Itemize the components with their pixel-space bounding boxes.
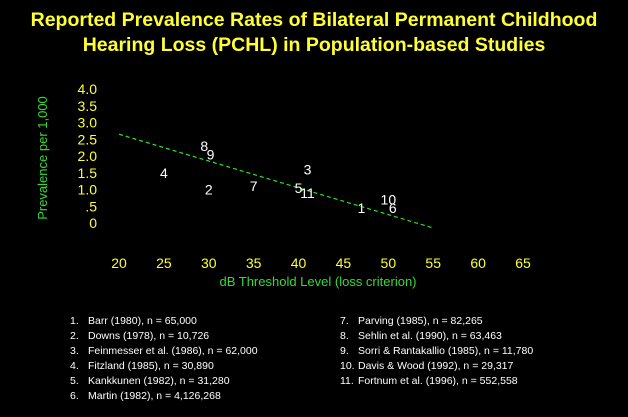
reference-number: 4. bbox=[70, 360, 79, 372]
x-tick-label: 20 bbox=[111, 255, 127, 271]
y-axis-label: Prevalence per 1,000 bbox=[35, 96, 50, 220]
data-point-6: 6 bbox=[389, 200, 397, 216]
reference-item: 7. Parving (1985), n = 82,265 bbox=[340, 314, 533, 329]
y-tick-label: 1.5 bbox=[78, 165, 98, 181]
reference-number: 7. bbox=[340, 315, 349, 327]
reference-item: 11. Fortnum et al. (1996), n = 552,558 bbox=[340, 374, 533, 389]
reference-number: 5. bbox=[70, 375, 79, 387]
reference-text: Fitzland (1985), n = 30,890 bbox=[88, 360, 214, 372]
reference-text: Fortnum et al. (1996), n = 552,558 bbox=[358, 375, 518, 387]
y-tick-label: 3.5 bbox=[78, 98, 98, 114]
reference-text: Feinmesser et al. (1986), n = 62,000 bbox=[88, 345, 258, 357]
data-point-11: 11 bbox=[300, 185, 315, 201]
reference-item: 10. Davis & Wood (1992), n = 29,317 bbox=[340, 359, 533, 374]
reference-item: 1. Barr (1980), n = 65,000 bbox=[70, 314, 258, 329]
reference-item: 2. Downs (1978), n = 10,726 bbox=[70, 329, 258, 344]
reference-number: 9. bbox=[340, 345, 349, 357]
y-tick-label: .5 bbox=[85, 198, 97, 214]
y-tick-label: 1.0 bbox=[78, 182, 98, 198]
reference-item: 8. Sehlin et al. (1990), n = 63,463 bbox=[340, 329, 533, 344]
y-tick-label: 2.5 bbox=[78, 131, 98, 147]
reference-text: Barr (1980), n = 65,000 bbox=[88, 315, 197, 327]
reference-text: Martin (1982), n = 4,126,268 bbox=[88, 390, 221, 402]
x-tick-label: 30 bbox=[201, 255, 217, 271]
data-point-9: 9 bbox=[207, 146, 215, 162]
data-point-5: 5 bbox=[295, 180, 303, 196]
x-tick-label: 65 bbox=[515, 255, 531, 271]
reference-number: 8. bbox=[340, 330, 349, 342]
reference-number: 11. bbox=[340, 375, 354, 387]
x-tick-label: 40 bbox=[291, 255, 307, 271]
reference-text: Sehlin et al. (1990), n = 63,463 bbox=[358, 330, 502, 342]
reference-text: Parving (1985), n = 82,265 bbox=[358, 315, 483, 327]
x-tick-label: 45 bbox=[336, 255, 352, 271]
reference-number: 3. bbox=[70, 345, 79, 357]
trend-line bbox=[118, 133, 434, 229]
data-point-3: 3 bbox=[304, 161, 312, 177]
reference-list-left: 1. Barr (1980), n = 65,000 2. Downs (1978),… bbox=[70, 314, 258, 404]
reference-item: 9. Sorri & Rantakallio (1985), n = 11,780 bbox=[340, 344, 533, 359]
x-tick-label: 55 bbox=[425, 255, 441, 271]
reference-text: Downs (1978), n = 10,726 bbox=[88, 330, 210, 342]
data-point-8: 8 bbox=[200, 138, 208, 154]
chart-title-line-2: Hearing Loss (PCHL) in Population-based … bbox=[82, 34, 546, 56]
reference-text: Sorri & Rantakallio (1985), n = 11,780 bbox=[358, 345, 534, 357]
y-tick-label: 4.0 bbox=[78, 81, 98, 97]
x-tick-label: 50 bbox=[381, 255, 397, 271]
reference-item: 3. Feinmesser et al. (1986), n = 62,000 bbox=[70, 344, 258, 359]
chart-title: Reported Prevalence Rates of Bilateral P… bbox=[0, 8, 628, 58]
y-tick-label: 2.0 bbox=[78, 148, 98, 164]
data-point-7: 7 bbox=[250, 178, 258, 194]
x-tick-label: 25 bbox=[156, 255, 172, 271]
reference-item: 5. Kankkunen (1982), n = 31,280 bbox=[70, 374, 258, 389]
data-point-10: 10 bbox=[381, 192, 397, 208]
reference-number: 6. bbox=[70, 390, 79, 402]
chart-title-line-1: Reported Prevalence Rates of Bilateral P… bbox=[30, 9, 598, 31]
reference-number: 2. bbox=[70, 330, 79, 342]
reference-text: Davis & Wood (1992), n = 29,317 bbox=[358, 360, 514, 372]
x-tick-label: 60 bbox=[470, 255, 486, 271]
x-axis-label: dB Threshold Level (loss criterion) bbox=[219, 274, 416, 289]
data-point-1: 1 bbox=[358, 200, 366, 216]
reference-item: 4. Fitzland (1985), n = 30,890 bbox=[70, 359, 258, 374]
reference-number: 10. bbox=[340, 360, 355, 372]
x-tick-label: 35 bbox=[246, 255, 262, 271]
reference-number: 1. bbox=[70, 315, 79, 327]
data-point-4: 4 bbox=[160, 165, 168, 181]
reference-text: Kankkunen (1982), n = 31,280 bbox=[88, 375, 230, 387]
data-point-2: 2 bbox=[205, 182, 213, 198]
y-tick-label: 3.0 bbox=[78, 115, 98, 131]
reference-item: 6. Martin (1982), n = 4,126,268 bbox=[70, 389, 258, 404]
reference-list-right: 7. Parving (1985), n = 82,265 8. Sehlin et … bbox=[340, 314, 533, 389]
y-tick-label: 0 bbox=[89, 215, 97, 231]
